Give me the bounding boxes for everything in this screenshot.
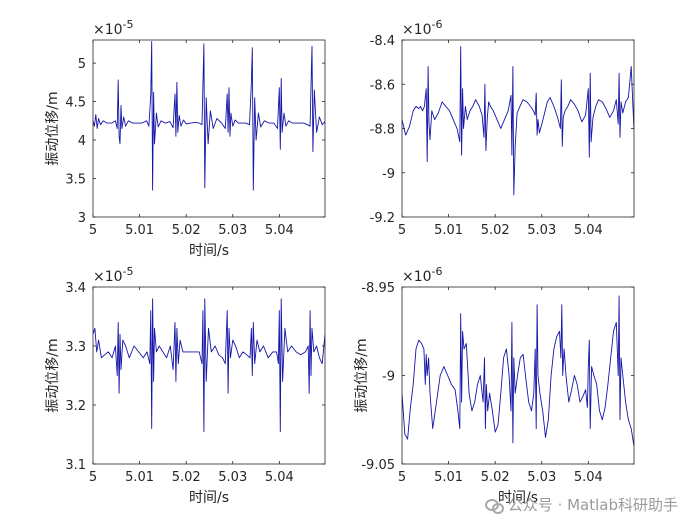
y-tick-label: -8.95 [361, 281, 395, 296]
x-tick-label: 5.02 [481, 470, 510, 485]
subplot-4: 5 5.01 5.02 5.03 5.04 -9.05 -9 -8.95 ×10-6 时间/s 振动… [354, 265, 635, 506]
y-tick-label: 5 [78, 57, 86, 72]
wechat-icon [484, 498, 504, 514]
subplot-3: 5 5.01 5.02 5.03 5.04 3.1 3.2 3.3 3.4 ×10-5 时间/s 振动… [45, 265, 326, 506]
x-axis-label: 时间/s [189, 243, 229, 259]
axes-box [401, 39, 635, 218]
y-axis-label: 振动位移/m [354, 338, 370, 412]
axis-exponent: ×10-5 [93, 18, 134, 38]
series-line [93, 298, 325, 433]
axis-exponent: ×10-5 [93, 265, 134, 285]
x-tick-label: 5.03 [527, 223, 556, 238]
x-tick-label: 5.01 [125, 223, 154, 238]
y-tick-label: 3.5 [65, 173, 86, 188]
x-tick-label: 5.04 [265, 223, 294, 238]
axis-exponent: ×10-6 [402, 265, 443, 285]
y-tick-label: -9 [382, 167, 395, 182]
series-line [402, 46, 634, 196]
x-axis-label: 时间/s [189, 490, 229, 506]
y-tick-label: 4.5 [65, 96, 86, 111]
y-tick-label: -8.4 [370, 34, 395, 49]
axes-box [92, 286, 326, 465]
y-tick-label: -9.05 [361, 458, 395, 473]
axis-exponent: ×10-6 [402, 18, 443, 38]
x-tick-label: 5.03 [218, 223, 247, 238]
y-axis-label: 振动位移/m [45, 91, 61, 165]
x-tick-label: 5 [398, 470, 406, 485]
y-tick-label: -9.2 [370, 211, 395, 226]
subplot-1: 5 5.01 5.02 5.03 5.04 3 3.5 4 4.5 5 ×10-5 时间/s 振动位移/… [45, 18, 326, 259]
y-tick-label: 4 [78, 134, 86, 149]
x-tick-label: 5.02 [481, 223, 510, 238]
series-line [402, 295, 634, 447]
y-tick-label: -9 [382, 370, 395, 385]
x-tick-label: 5 [89, 470, 97, 485]
x-tick-label: 5 [398, 223, 406, 238]
axes-box [92, 39, 326, 218]
watermark: 公众号 · Matlab科研助手 [484, 494, 678, 515]
x-axis-label: 时间/s [498, 490, 538, 506]
x-tick-label: 5.01 [434, 470, 463, 485]
x-tick-label: 5.02 [172, 470, 201, 485]
x-tick-label: 5.02 [172, 223, 201, 238]
y-tick-label: 3.3 [65, 340, 86, 355]
x-tick-label: 5.03 [527, 470, 556, 485]
y-tick-label: 3 [78, 211, 86, 226]
watermark-text: 公众号 · Matlab科研助手 [507, 496, 678, 514]
x-tick-label: 5 [89, 223, 97, 238]
y-tick-label: -8.8 [370, 123, 395, 138]
y-axis-label: 振动位移/m [45, 338, 61, 412]
x-tick-label: 5.01 [434, 223, 463, 238]
y-tick-label: 3.2 [65, 399, 86, 414]
x-tick-label: 5.04 [574, 223, 603, 238]
axes-box [401, 286, 635, 465]
x-tick-label: 5.01 [125, 470, 154, 485]
subplot-2: 5 5.01 5.02 5.03 5.04 -9.2 -9 -8.8 -8.6 -8.4 ×10-6 [370, 18, 635, 238]
y-tick-label: 3.1 [65, 458, 86, 473]
x-tick-label: 5.03 [218, 470, 247, 485]
y-tick-label: -8.6 [370, 78, 395, 93]
x-tick-label: 5.04 [265, 470, 294, 485]
y-tick-label: 3.4 [65, 281, 86, 296]
x-tick-label: 5.04 [574, 470, 603, 485]
series-line [93, 41, 325, 191]
